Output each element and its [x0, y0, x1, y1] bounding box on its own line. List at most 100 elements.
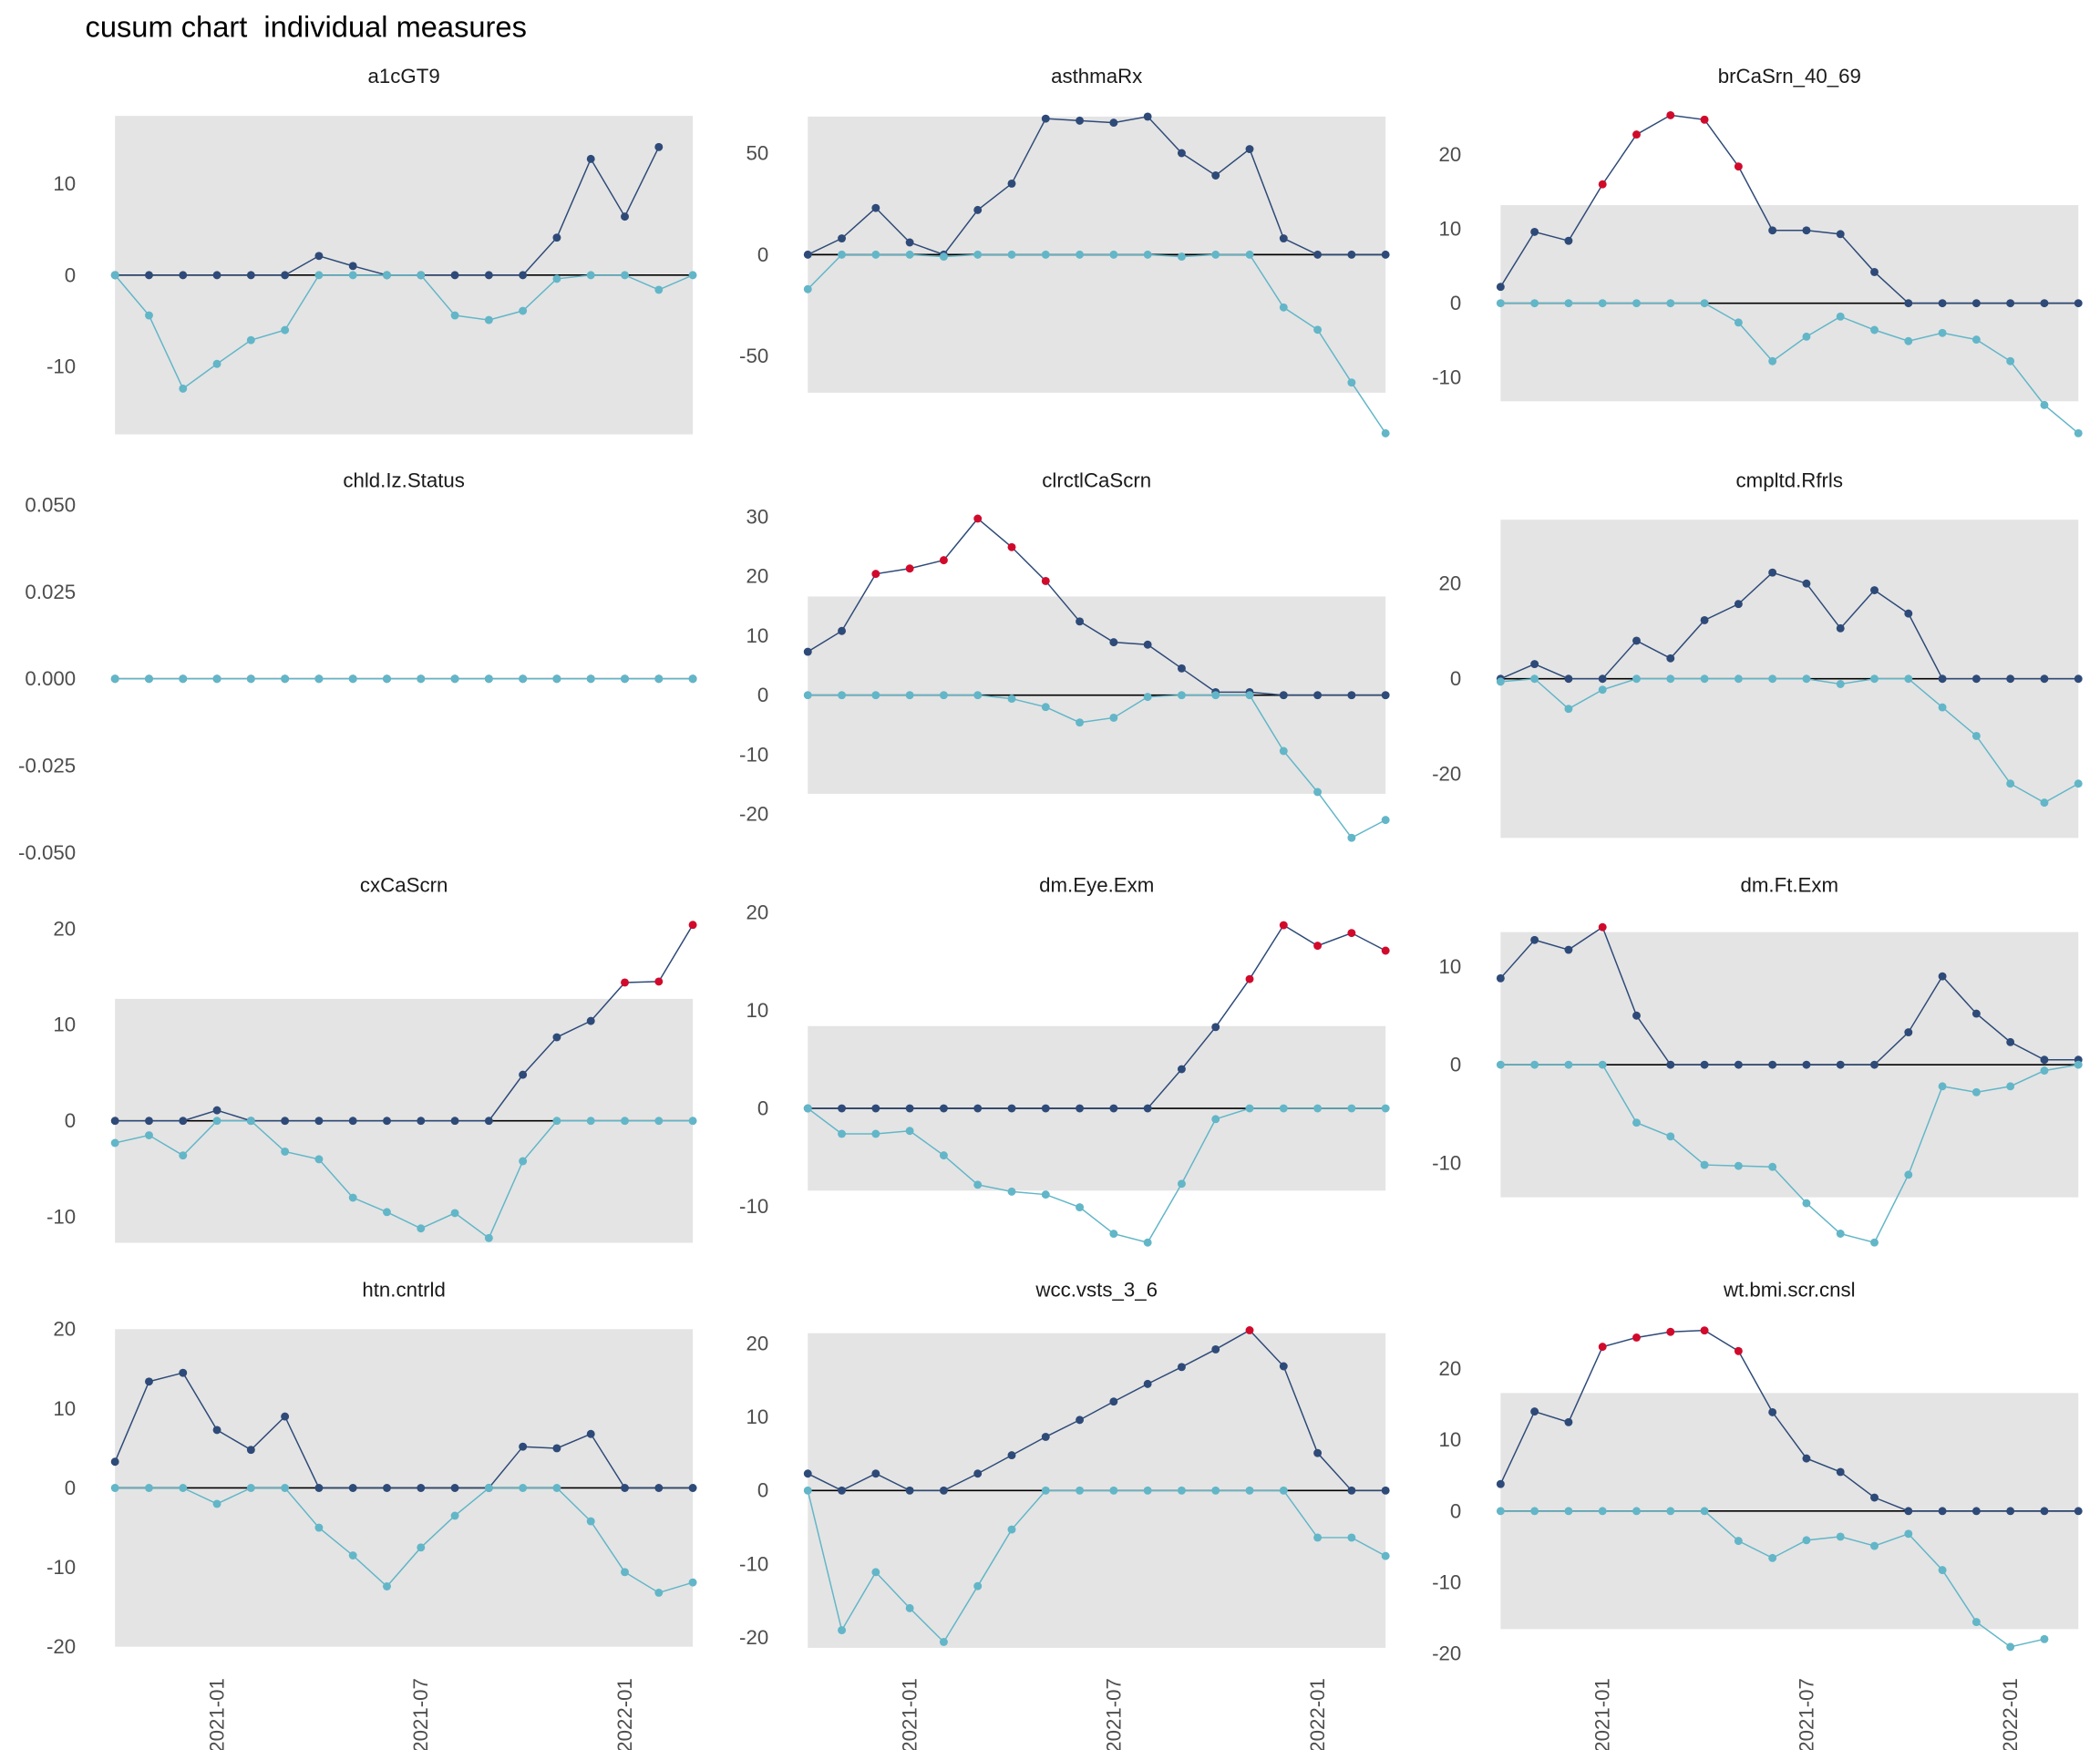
data-point: [1802, 1060, 1811, 1069]
data-point: [1632, 1507, 1641, 1516]
x-tick-label: 2021-07: [409, 1678, 432, 1750]
data-point: [179, 1368, 188, 1377]
data-point: [1938, 299, 1947, 308]
y-tick-label: -10: [1432, 1570, 1461, 1593]
data-point: [2006, 1507, 2015, 1516]
data-point: [905, 1486, 914, 1495]
panel-title: dm.Ft.Exm: [1741, 874, 1839, 897]
data-point: [110, 271, 119, 280]
data-point: [654, 674, 664, 684]
data-point: [1836, 1230, 1845, 1238]
data-point: [552, 1033, 561, 1042]
data-point: [1870, 267, 1879, 276]
data-point: [621, 1568, 629, 1577]
data-point: [348, 1117, 357, 1126]
data-point: [212, 1106, 221, 1115]
data-point: [314, 1117, 324, 1126]
data-point: [1313, 1533, 1323, 1542]
data-point: [1870, 586, 1879, 594]
data-point: [905, 238, 914, 247]
data-point: [450, 1117, 459, 1126]
data-point: [1109, 118, 1118, 128]
data-point: [179, 1484, 188, 1492]
y-tick-label: 10: [53, 1014, 76, 1036]
data-point: [1076, 617, 1085, 626]
data-point: [1734, 674, 1743, 684]
data-point: [519, 674, 528, 684]
y-tick-label: 20: [1439, 1357, 1462, 1380]
data-point: [1768, 1553, 1777, 1562]
data-point: [1211, 691, 1220, 700]
data-point: [838, 1486, 847, 1495]
data-point: [383, 674, 391, 684]
y-tick-label: 0.025: [25, 581, 76, 603]
data-point: [552, 1117, 561, 1126]
data-point: [1076, 1104, 1085, 1113]
data-point: [973, 1104, 983, 1113]
data-point: [1768, 1162, 1777, 1171]
alert-point: [973, 514, 983, 523]
data-point: [1041, 1190, 1050, 1199]
data-point: [145, 1484, 153, 1492]
data-point: [1768, 674, 1777, 684]
y-tick-label: 20: [53, 1318, 76, 1341]
data-point: [1700, 616, 1709, 624]
data-point: [1279, 1104, 1288, 1113]
alert-point: [1007, 542, 1016, 551]
data-point: [1870, 1493, 1879, 1502]
data-point: [1666, 1507, 1675, 1516]
data-point: [246, 1446, 255, 1455]
data-point: [939, 1486, 948, 1495]
data-point: [1177, 691, 1186, 700]
data-point: [1211, 250, 1220, 259]
data-point: [1971, 1009, 1981, 1018]
data-point: [2006, 674, 2015, 684]
alert-point: [1666, 110, 1675, 119]
data-point: [1143, 250, 1152, 259]
data-point: [1802, 674, 1811, 684]
data-point: [871, 1469, 880, 1478]
series-line: [808, 924, 1386, 1109]
data-point: [1041, 114, 1050, 123]
data-point: [1007, 179, 1016, 188]
data-point: [1598, 674, 1607, 684]
data-point: [688, 1578, 697, 1587]
data-point: [1381, 1104, 1390, 1113]
data-point: [1802, 579, 1811, 588]
data-point: [1143, 640, 1152, 649]
data-point: [1904, 1170, 1913, 1179]
data-point: [1313, 250, 1323, 259]
x-tick-label: 2021-07: [1795, 1678, 1817, 1750]
data-point: [1076, 1203, 1085, 1212]
series-line: [1500, 1064, 2079, 1244]
data-point: [1211, 171, 1220, 180]
data-point: [1109, 1397, 1118, 1406]
panel-title: wt.bmi.scr.cnsl: [1723, 1278, 1856, 1301]
data-point: [973, 691, 983, 700]
data-point: [654, 142, 664, 151]
data-point: [1734, 318, 1743, 327]
data-point: [803, 647, 812, 656]
y-tick-label: 20: [746, 1332, 768, 1354]
data-point: [621, 1484, 629, 1492]
y-tick-label: 0: [1450, 667, 1461, 690]
data-point: [1279, 1362, 1288, 1371]
data-point: [1313, 788, 1323, 797]
data-point: [1564, 1507, 1573, 1516]
data-point: [1938, 1566, 1947, 1575]
data-point: [1313, 691, 1323, 700]
data-point: [905, 250, 914, 259]
data-point: [1381, 816, 1390, 825]
data-point: [383, 1582, 391, 1590]
data-point: [1347, 833, 1356, 842]
data-point: [1802, 226, 1811, 235]
data-point: [1632, 1011, 1641, 1020]
data-point: [212, 359, 221, 368]
y-tick-label: 0: [757, 1479, 768, 1502]
data-point: [383, 271, 391, 280]
data-point: [1666, 674, 1675, 684]
data-point: [1971, 1087, 1981, 1096]
data-point: [939, 691, 948, 700]
x-tick-label: 2021-07: [1102, 1678, 1125, 1750]
data-point: [110, 1117, 119, 1126]
